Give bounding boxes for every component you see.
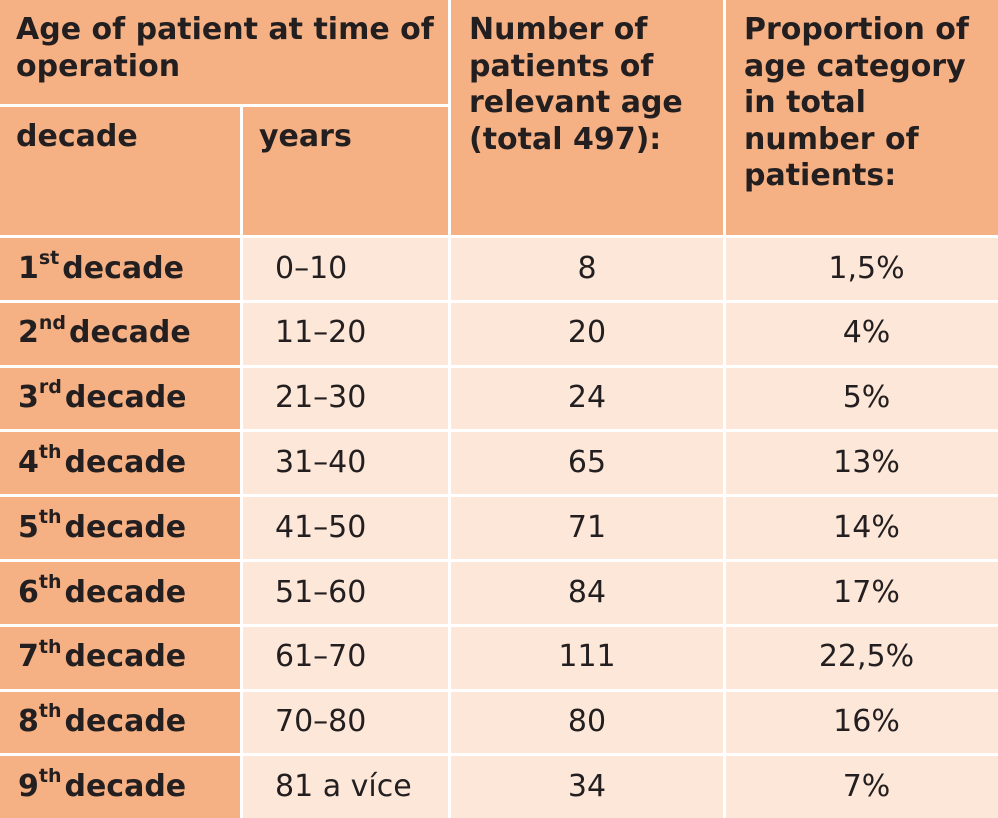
header-years: years bbox=[243, 107, 448, 235]
patient-count-cell: 80 bbox=[451, 691, 723, 754]
patient-count-cell: 24 bbox=[451, 367, 723, 430]
header-number-of-patients: Number of patients of relevant age (tota… bbox=[451, 0, 723, 235]
header-proportion: Proportion of age category in total numb… bbox=[726, 0, 998, 235]
decade-ordinal: 5 bbox=[18, 509, 39, 545]
decade-ordinal: 4 bbox=[18, 444, 39, 480]
years-range-cell: 61–70 bbox=[243, 626, 448, 689]
decade-word: decade bbox=[64, 574, 187, 610]
decade-ordinal: 7 bbox=[18, 639, 39, 675]
years-range-cell: 21–30 bbox=[243, 367, 448, 430]
decade-word: decade bbox=[64, 768, 187, 804]
years-range-cell: 51–60 bbox=[243, 561, 448, 624]
decade-ordinal: 3 bbox=[18, 380, 39, 416]
decade-word: decade bbox=[64, 444, 187, 480]
decade-word: decade bbox=[64, 509, 187, 545]
patient-count-cell: 8 bbox=[451, 238, 723, 300]
header-decade: decade bbox=[0, 107, 240, 235]
proportion-cell: 22,5% bbox=[726, 626, 998, 689]
patient-count-cell: 71 bbox=[451, 497, 723, 559]
proportion-cell: 7% bbox=[726, 756, 998, 818]
patient-count-cell: 65 bbox=[451, 432, 723, 495]
decade-ordinal: 1 bbox=[18, 250, 39, 286]
proportion-cell: 1,5% bbox=[726, 238, 998, 300]
patient-count-cell: 84 bbox=[451, 561, 723, 624]
proportion-cell: 13% bbox=[726, 432, 998, 495]
decade-word: decade bbox=[64, 380, 187, 416]
proportion-cell: 14% bbox=[726, 497, 998, 559]
decade-ordinal: 6 bbox=[18, 574, 39, 610]
decade-word: decade bbox=[64, 639, 187, 675]
decade-ordinal: 9 bbox=[18, 768, 39, 804]
decade-ordinal: 2 bbox=[18, 315, 39, 351]
decade-word: decade bbox=[62, 250, 184, 286]
years-range-cell: 0–10 bbox=[243, 238, 448, 300]
patient-count-cell: 20 bbox=[451, 302, 723, 365]
years-range-cell: 11–20 bbox=[243, 302, 448, 365]
years-range-cell: 70–80 bbox=[243, 691, 448, 754]
patient-count-cell: 111 bbox=[451, 626, 723, 689]
years-range-cell: 81 a více bbox=[243, 756, 448, 818]
proportion-cell: 4% bbox=[726, 302, 998, 365]
header-age-at-operation: Age of patient at time of operation bbox=[0, 0, 448, 104]
patient-count-cell: 34 bbox=[451, 756, 723, 818]
years-range-cell: 41–50 bbox=[243, 497, 448, 559]
decade-word: decade bbox=[64, 704, 187, 740]
years-range-cell: 31–40 bbox=[243, 432, 448, 495]
proportion-cell: 17% bbox=[726, 561, 998, 624]
decade-word: decade bbox=[69, 315, 191, 351]
decade-ordinal: 8 bbox=[18, 704, 39, 740]
proportion-cell: 16% bbox=[726, 691, 998, 754]
proportion-cell: 5% bbox=[726, 367, 998, 430]
